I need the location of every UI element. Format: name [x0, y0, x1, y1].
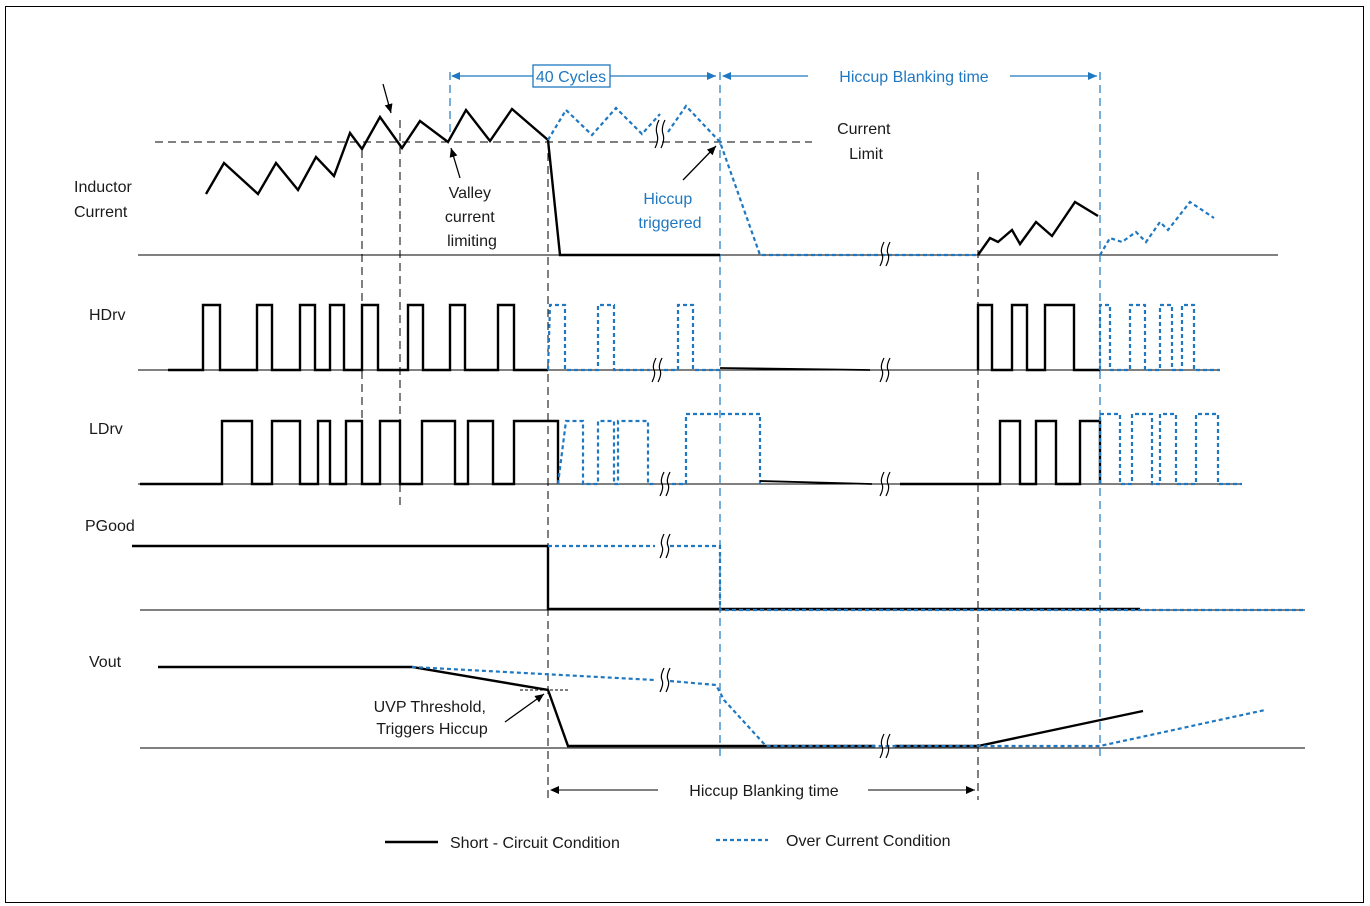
vout-short-recovery [895, 709, 1144, 748]
hdrv-oc [546, 303, 650, 372]
label-hiccup-blanking-bottom: Hiccup Blanking time [689, 783, 839, 800]
inductor-current-oc [547, 106, 661, 141]
hdrv-off [719, 367, 871, 371]
arrow-hiccup [682, 145, 717, 181]
label-current-limit-line1: Current [837, 121, 891, 138]
diagram-frame [5, 6, 1364, 903]
inductor-current-oc-2 [667, 104, 980, 257]
break-hdrv-1 [651, 357, 663, 383]
break-inductor-1 [654, 119, 666, 149]
label-uvp-threshold: UVP Threshold, Triggers Hiccup [374, 699, 491, 738]
label-hiccup-triggered: Hiccup triggered [638, 191, 701, 232]
break-vout-1 [659, 667, 671, 693]
pgood-short [132, 544, 1140, 611]
cycles-box [532, 64, 611, 88]
inductor-current-recovery-short [977, 200, 1099, 256]
label-hiccup-line1: Hiccup [643, 191, 692, 208]
inductor-current-short [204, 107, 720, 257]
vout-short [158, 665, 875, 748]
label-valley-line1: Valley [449, 185, 491, 202]
ldrv-off [759, 480, 873, 485]
label-inductor-current-line2: Current [74, 204, 128, 221]
label-pgood: PGood [85, 518, 135, 535]
vout-oc [411, 665, 656, 682]
label-vout: Vout [89, 654, 122, 671]
label-current-limit: Current Limit [837, 121, 895, 163]
inductor-current-recovery-oc [1099, 200, 1215, 256]
label-40-cycles: 40 Cycles [536, 69, 606, 86]
break-pgood [659, 533, 671, 559]
label-valley-line2: current [445, 209, 495, 226]
label-ldrv: LDrv [89, 421, 123, 438]
label-hiccup-line2: triggered [638, 215, 701, 232]
break-vout-2 [879, 733, 891, 759]
label-inductor-current: Inductor Current [74, 179, 136, 221]
ldrv-oc-2 [672, 412, 762, 486]
label-valley-limiting: Valley current limiting [445, 185, 499, 250]
arrow-peak [382, 83, 393, 114]
arrow-uvp [504, 693, 545, 723]
break-hdrv-2 [879, 357, 891, 383]
label-inductor-current-line1: Inductor [74, 179, 132, 196]
hdrv-recovery-short [976, 303, 1100, 372]
hdrv-short [168, 303, 548, 372]
label-hiccup-blanking-top: Hiccup Blanking time [839, 69, 989, 86]
pgood-oc-2 [670, 544, 1305, 612]
break-ldrv-1 [659, 471, 671, 497]
legend-short-label: Short - Circuit Condition [450, 835, 620, 852]
label-uvp-line1: UVP Threshold, [374, 699, 486, 716]
ldrv-recovery-short [900, 419, 1102, 486]
ldrv-oc [556, 419, 655, 486]
break-ldrv-2 [879, 471, 891, 497]
label-valley-line3: limiting [447, 233, 497, 250]
ldrv-short [140, 419, 560, 486]
hdrv-recovery-oc [1098, 303, 1220, 372]
break-inductor-2 [879, 241, 891, 267]
hdrv-oc-2 [664, 303, 720, 372]
label-current-limit-line2: Limit [849, 146, 883, 163]
ldrv-recovery-oc [1098, 412, 1242, 486]
label-hdrv: HDrv [89, 307, 125, 324]
legend-oc-label: Over Current Condition [786, 833, 951, 850]
label-uvp-line2: Triggers Hiccup [376, 721, 488, 738]
vout-oc-2 [669, 679, 1266, 748]
arrow-valley [449, 147, 461, 179]
